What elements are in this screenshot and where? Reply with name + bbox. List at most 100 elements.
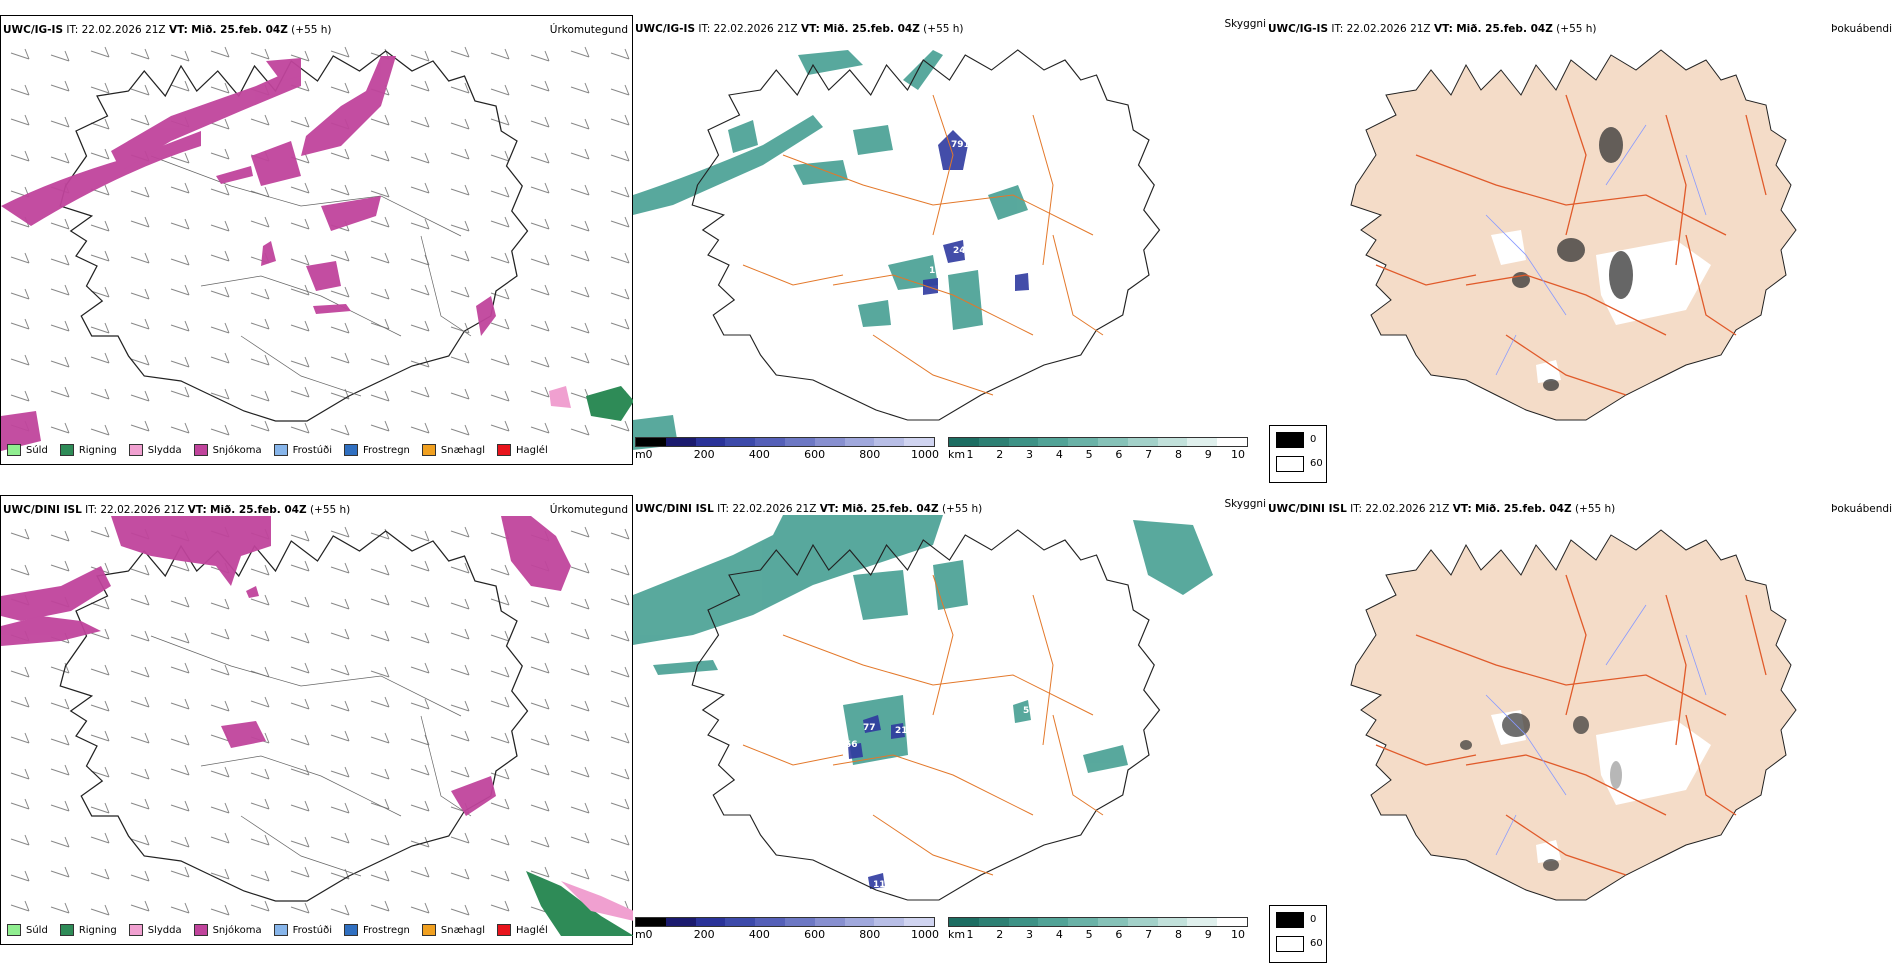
wind-barb [330, 802, 350, 814]
precip-map [1, 516, 634, 936]
wind-barb [90, 628, 110, 640]
wind-barb [170, 596, 190, 608]
wind-barb [570, 46, 590, 58]
wind-barb [570, 118, 590, 130]
wind-barb [170, 800, 190, 812]
land-area [1350, 49, 1797, 421]
wind-barb [370, 114, 390, 126]
roads [742, 94, 1104, 396]
wind-barb [250, 696, 270, 708]
visibility-colorbar: km 1 2 3 4 5 6 7 8 9 10 [948, 437, 1248, 461]
wind-barb [570, 526, 590, 538]
wind-barb [210, 46, 230, 58]
panel-type-label: Þokuábendi [1831, 503, 1892, 515]
visibility-map: 404 690 79148 478 24 12 149 41 [633, 49, 1161, 450]
wind-barb [610, 732, 630, 744]
wind-barb [530, 182, 550, 194]
wind-barb [50, 116, 70, 128]
wind-barb [490, 84, 510, 96]
colorbar-tick: 800 [859, 928, 881, 941]
panel-header: UWC/IG-IS IT: 22.02.2026 21Z VT: Mið. 25… [3, 24, 332, 36]
wind-barb [290, 218, 310, 230]
wind-barb [10, 48, 30, 60]
wind-barb [130, 834, 150, 846]
wind-barb [410, 50, 430, 62]
wind-barb [490, 798, 510, 810]
legend-label: Súld [26, 444, 48, 456]
wind-barb [50, 386, 70, 398]
wind-barb [210, 250, 230, 262]
wind-barb [130, 318, 150, 330]
fog-legend-light-label: 60 [1310, 458, 1323, 469]
wind-barb [50, 836, 70, 848]
wind-barb [410, 632, 430, 644]
wind-barb [90, 526, 110, 538]
colorbar-tick: 9 [1204, 448, 1212, 461]
elevation-label: 77 [863, 723, 876, 733]
legend-item: Snjókoma [193, 444, 262, 456]
wind-barb [210, 904, 230, 916]
legend-swatch [344, 444, 358, 456]
wind-barb [530, 284, 550, 296]
wind-barb [290, 800, 310, 812]
wind-barb [610, 594, 630, 606]
legend-item: Haglél [497, 444, 548, 456]
legend-label: Snæhagl [440, 924, 486, 936]
legend-swatch [7, 444, 21, 456]
legend-item: Slydda [128, 444, 182, 456]
wind-barb [170, 764, 190, 776]
legend-item: Snjókoma [193, 924, 262, 936]
wind-barb [10, 900, 30, 912]
wind-barb [250, 768, 270, 780]
wind-barb [210, 388, 230, 400]
wind-barb [410, 866, 430, 878]
wind-barb [370, 732, 390, 744]
wind-barb [370, 696, 390, 708]
wind-barb [410, 386, 430, 398]
wind-barb [210, 664, 230, 676]
wind-barb [290, 50, 310, 62]
elevation-label: 404 [945, 116, 964, 126]
wind-barb [610, 48, 630, 60]
wind-barb [610, 666, 630, 678]
wind-barb [50, 284, 70, 296]
panel-header: UWC/IG-IS IT: 22.02.2026 21Z VT: Mið. 25… [1268, 23, 1597, 35]
wind-barb [50, 80, 70, 92]
wind-barb [290, 632, 310, 644]
wind-barb [90, 322, 110, 334]
wind-barb [210, 286, 230, 298]
wind-barb [10, 798, 30, 810]
visibility-ticks: km 1 2 3 4 5 6 7 8 9 10 [948, 447, 1248, 461]
elevation-labels: 404 690 79148 478 24 12 149 41 [865, 116, 1042, 398]
wind-barb [90, 286, 110, 298]
wind-barb [290, 866, 310, 878]
colorbar-tick: 1 [966, 928, 974, 941]
elevation-label: 41 [943, 388, 956, 398]
wind-barb [410, 284, 430, 296]
wind-barb [90, 352, 110, 364]
wind-barb [370, 768, 390, 780]
wind-barb [530, 116, 550, 128]
wind-barb [90, 802, 110, 814]
wind-barb [90, 424, 110, 436]
legend-swatch [59, 444, 74, 456]
wind-barb [130, 732, 150, 744]
wind-barb [530, 254, 550, 266]
fog-panel-top: UWC/IG-IS IT: 22.02.2026 21Z VT: Mið. 25… [1266, 15, 1900, 483]
wind-barb [450, 730, 470, 742]
colorbar-unit: km [948, 928, 966, 941]
wind-barb [50, 50, 70, 62]
fog-map [1350, 529, 1797, 901]
wind-barb [290, 764, 310, 776]
wind-barb [610, 696, 630, 708]
wind-barb [250, 48, 270, 60]
wind-barb [90, 730, 110, 742]
wind-barb [250, 798, 270, 810]
wind-barb [90, 868, 110, 880]
wind-barb [330, 526, 350, 538]
elevation-labels: 973 185 77 21 56 56 11 [658, 533, 1036, 890]
wind-barb [330, 82, 350, 94]
wind-barb [450, 664, 470, 676]
legend-label: Haglél [516, 924, 548, 936]
colorbar-tick: 6 [1115, 448, 1123, 461]
